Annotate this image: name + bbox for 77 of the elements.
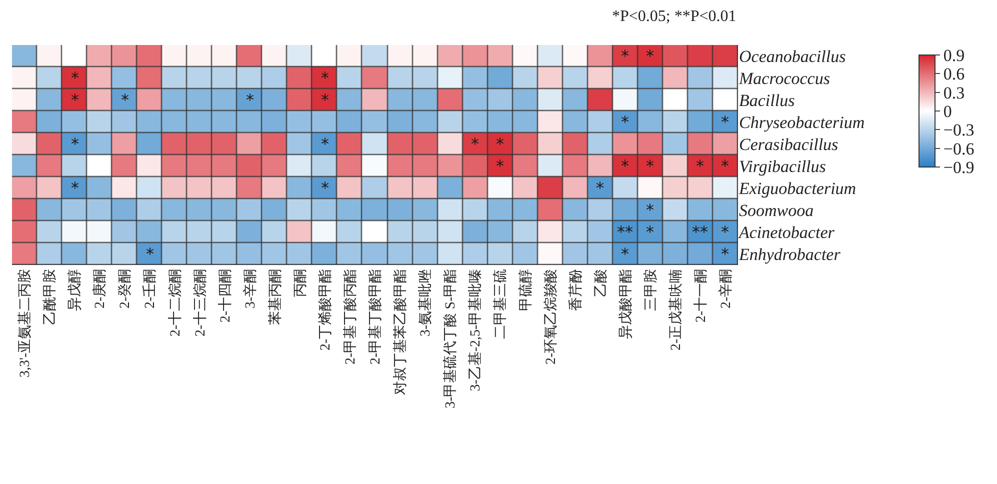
data-label: * xyxy=(496,134,504,154)
x-tick-label: 2-丁烯酸甲酯 xyxy=(317,268,334,350)
data-label: * xyxy=(646,46,654,66)
data-label: * xyxy=(71,90,79,110)
x-tick-label: 2-十二烷酮 xyxy=(167,268,184,336)
data-label: * xyxy=(71,178,79,198)
x-tick-label: 2-壬酮 xyxy=(142,268,158,308)
y-tick-label: Acinetobacter xyxy=(738,222,835,242)
x-tick-label: 2-正戊基呋喃 xyxy=(668,268,684,350)
x-tick-label: 2-癸酮 xyxy=(117,268,134,308)
x-tick-label: 3,3'-亚氨基二丙胺 xyxy=(17,268,34,378)
x-tick-label: 3-辛酮 xyxy=(242,268,258,308)
data-label: * xyxy=(496,156,504,176)
data-label: * xyxy=(621,156,629,176)
color-bar-label: 0.6 xyxy=(943,64,965,84)
y-tick-label: Bacillus xyxy=(739,90,796,110)
x-tick-label: 乙酸 xyxy=(592,268,609,297)
data-label: * xyxy=(621,244,629,264)
x-tick-label: 2-十四酮 xyxy=(217,268,234,322)
x-tick-label: 3-氨基吡唑 xyxy=(418,268,434,336)
data-label: * xyxy=(621,46,629,66)
x-tick-label: 2-甲基丁酸甲酯 xyxy=(368,268,384,364)
color-bar-label: −0.9 xyxy=(943,158,974,177)
data-label: * xyxy=(621,112,629,132)
data-label: * xyxy=(321,90,329,110)
data-label: * xyxy=(646,222,654,242)
x-tick-label: 异戊醇 xyxy=(67,268,84,311)
x-tick-label: 丙酮 xyxy=(293,268,308,297)
y-tick-label: Enhydrobacter xyxy=(738,244,841,264)
x-tick-label: 3-甲基硫代丁酸 S-甲酯 xyxy=(442,268,459,408)
x-tick-label: 2-甲基丁酸丙酯 xyxy=(342,268,359,364)
color-bar-label: 0 xyxy=(943,102,952,121)
x-tick-label: 对叔丁基苯乙酸甲酯 xyxy=(392,268,409,395)
data-label: * xyxy=(121,90,129,110)
data-label: * xyxy=(721,112,729,132)
y-tick-label: Chryseobacterium xyxy=(739,112,865,132)
x-tick-label: 2-十一酮 xyxy=(693,268,709,322)
data-label: * xyxy=(146,244,154,264)
y-tick-label: Macrococcus xyxy=(738,68,830,88)
x-tick-label: 香芹酚 xyxy=(568,268,584,311)
x-tick-label: 二甲基三硫 xyxy=(492,268,509,339)
x-tick-label: 甲硫醇 xyxy=(518,268,534,311)
color-bar-label: 0.3 xyxy=(943,83,965,102)
data-label: * xyxy=(321,178,329,198)
color-bar-label: −0.3 xyxy=(943,120,974,140)
x-tick-label: 2-辛酮 xyxy=(718,268,734,308)
x-tick-label: 2-十三烷酮 xyxy=(192,268,208,336)
data-label: * xyxy=(71,134,79,154)
data-label: * xyxy=(721,244,729,264)
x-tick-label: 3-乙基-2,5-甲基吡嗪 xyxy=(468,268,484,392)
x-tick-label: 苯基丙酮 xyxy=(267,268,284,325)
data-label: ** xyxy=(617,222,633,242)
y-tick-label: Oceanobacillus xyxy=(739,46,846,66)
x-tick-label: 异戊酸甲酯 xyxy=(618,268,634,339)
x-tick-label: 2-环氧乙烷羧酸 xyxy=(542,268,559,364)
data-label: * xyxy=(646,200,654,220)
y-tick-label: Virgibacillus xyxy=(739,156,826,176)
color-bar-label: 0.9 xyxy=(943,46,965,65)
y-tick-label: Cerasibacillus xyxy=(739,134,839,154)
data-label: ** xyxy=(692,222,708,242)
y-tick-label: Soomwooa xyxy=(739,200,814,220)
y-tick-label: Exiguobacterium xyxy=(738,178,856,198)
data-label: * xyxy=(71,68,79,88)
data-label: * xyxy=(721,156,729,176)
x-tick-label: 乙酰甲胺 xyxy=(42,268,58,325)
x-tick-label: 2-庚酮 xyxy=(92,268,108,308)
data-label: * xyxy=(471,134,479,154)
data-label: * xyxy=(696,156,704,176)
data-label: * xyxy=(721,222,729,242)
data-label: * xyxy=(321,68,329,88)
data-label: * xyxy=(646,156,654,176)
x-tick-label: 三甲胺 xyxy=(642,268,659,311)
data-label: * xyxy=(596,178,604,198)
data-label: * xyxy=(246,90,254,110)
color-bar-label: −0.6 xyxy=(943,139,974,158)
text: *P<0.05; **P<0.01 xyxy=(612,8,736,25)
data-label: * xyxy=(321,134,329,154)
